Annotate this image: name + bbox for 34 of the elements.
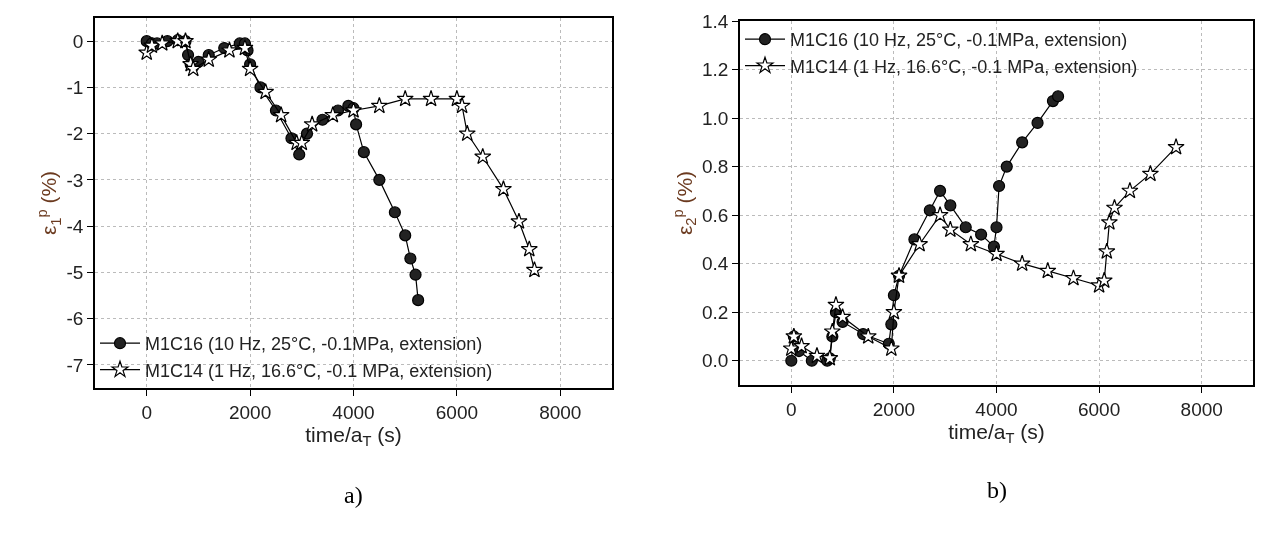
y-tick-label: 0.4 <box>702 253 729 275</box>
x-tick-label: 4000 <box>332 401 375 423</box>
x-tick-label: 0 <box>786 398 797 420</box>
y-tick-label: -7 <box>66 354 84 376</box>
y-tick-label: 1.0 <box>702 107 729 129</box>
legend-label: M1C16 (10 Hz, 25°C, -0.1MPa, extension) <box>790 30 1128 51</box>
text: b) <box>987 477 1007 503</box>
y-tick-label: -5 <box>66 262 84 284</box>
legend-label: M1C14 (1 Hz, 16.6°C, -0.1 MPa, extension) <box>145 360 493 381</box>
legend-label: M1C16 (10 Hz, 25°C, -0.1MPa, extension) <box>145 334 483 355</box>
y-tick-label: -2 <box>66 123 84 145</box>
y-tick-label: 0.8 <box>702 156 729 178</box>
x-tick-label: 6000 <box>1077 398 1121 420</box>
x-tick-label: 8000 <box>1180 398 1223 420</box>
text: a) <box>344 482 363 508</box>
x-tick-label: 2000 <box>872 398 916 420</box>
y-tick-label: 0.2 <box>702 301 729 323</box>
x-tick-label: 8000 <box>539 401 582 423</box>
y-tick-label: 0 <box>72 30 84 52</box>
y-tick-label: -1 <box>66 77 84 99</box>
y-tick-label: 0.6 <box>702 204 729 226</box>
x-tick-label: 2000 <box>228 401 272 423</box>
x-tick-label: 0 <box>141 401 152 423</box>
x-tick-label: 4000 <box>975 398 1018 420</box>
x-axis-title: time/a$_{T}$ (s) <box>305 422 402 449</box>
y-tick-label: -3 <box>66 169 84 191</box>
y-tick-label: 1.2 <box>702 59 729 81</box>
x-axis-title: time/a$_{T}$ (s) <box>948 419 1045 446</box>
legend-label: M1C14 (1 Hz, 16.6°C, -0.1 MPa, extension) <box>790 56 1138 77</box>
x-tick-label: 6000 <box>435 401 479 423</box>
y-tick-label: -6 <box>66 308 84 330</box>
y-tick-label: 0.0 <box>702 350 729 372</box>
y-tick-label: 1.4 <box>702 10 729 32</box>
y-tick-label: -4 <box>66 215 84 237</box>
